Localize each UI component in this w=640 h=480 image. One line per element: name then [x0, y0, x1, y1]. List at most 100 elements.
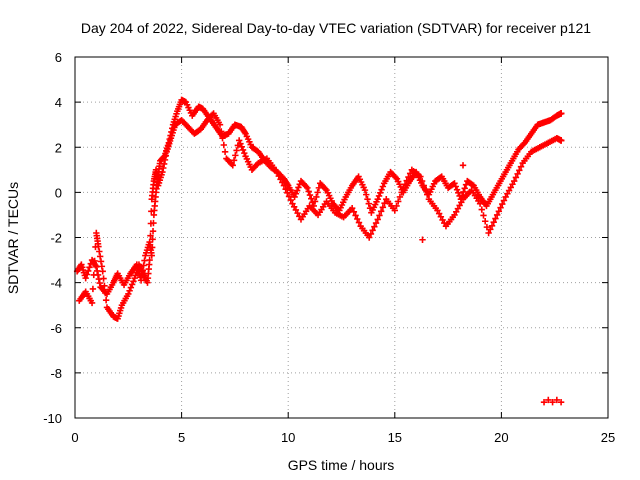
- data-point: [398, 189, 405, 196]
- data-point: [516, 167, 523, 174]
- x-tick-label: 5: [178, 430, 185, 445]
- data-point: [99, 268, 106, 275]
- data-point: [137, 277, 145, 284]
- data-point: [483, 223, 491, 231]
- data-points: [73, 96, 565, 406]
- data-point: [86, 264, 93, 271]
- data-point: [308, 195, 315, 202]
- data-point: [284, 189, 291, 197]
- x-tick-label: 15: [388, 430, 402, 445]
- data-point: [218, 128, 225, 135]
- data-point: [97, 258, 105, 265]
- data-point: [304, 184, 311, 192]
- data-point: [232, 152, 239, 159]
- data-point: [348, 204, 356, 212]
- x-tick-label: 20: [494, 430, 508, 445]
- data-point: [379, 183, 387, 190]
- data-point: [452, 183, 459, 190]
- data-point: [493, 211, 501, 219]
- data-point: [396, 193, 404, 201]
- x-axis-label: GPS time / hours: [288, 457, 395, 473]
- data-point: [291, 193, 298, 201]
- data-point: [96, 248, 103, 255]
- series-2: [419, 162, 565, 406]
- data-point: [311, 198, 319, 205]
- data-point: [512, 174, 520, 181]
- y-tick-label: -8: [50, 366, 62, 381]
- plot-frame: [74, 56, 609, 419]
- data-point: [424, 191, 431, 198]
- data-point: [89, 285, 97, 293]
- data-point: [364, 195, 371, 203]
- data-point: [146, 244, 154, 252]
- data-point: [160, 160, 168, 168]
- data-point: [417, 173, 424, 180]
- data-point: [557, 137, 565, 144]
- data-point: [422, 186, 429, 194]
- data-point: [130, 278, 137, 285]
- data-point: [403, 177, 410, 184]
- data-point: [497, 204, 504, 211]
- data-point: [102, 297, 110, 304]
- data-point: [148, 208, 155, 215]
- data-point: [146, 256, 153, 264]
- data-point: [374, 216, 381, 223]
- data-point: [287, 196, 294, 204]
- data-point: [313, 193, 320, 201]
- data-point: [102, 289, 109, 297]
- data-point: [292, 190, 300, 197]
- data-point: [239, 146, 247, 154]
- x-tick-label: 10: [281, 430, 295, 445]
- data-point: [379, 204, 387, 211]
- data-point: [100, 275, 107, 282]
- data-point: [306, 191, 314, 199]
- data-point: [354, 215, 361, 223]
- data-point: [93, 267, 101, 275]
- data-point: [216, 121, 224, 128]
- data-point: [453, 186, 461, 193]
- chart-title: Day 204 of 2022, Sidereal Day-to-day VTE…: [81, 20, 591, 36]
- data-point: [230, 157, 238, 164]
- axis-ticks: 0 5 10 15 20 25 -10 -8 -6 -4 -2 0 2 4 6: [43, 50, 615, 445]
- data-point: [540, 399, 548, 406]
- data-point: [88, 299, 96, 307]
- data-point: [149, 236, 156, 243]
- data-point: [372, 219, 380, 227]
- data-point: [285, 193, 293, 200]
- data-point: [401, 181, 409, 188]
- data-point: [476, 200, 484, 207]
- data-point: [305, 188, 312, 195]
- data-point: [488, 222, 496, 229]
- data-point: [557, 110, 565, 117]
- data-point: [127, 284, 135, 291]
- y-tick-label: -4: [50, 276, 62, 291]
- y-tick-label: 4: [55, 95, 62, 110]
- data-point: [455, 189, 462, 197]
- data-point: [510, 177, 518, 185]
- y-tick-label: 0: [55, 185, 62, 200]
- data-point: [220, 141, 228, 149]
- data-point: [361, 186, 369, 194]
- data-point: [376, 212, 383, 219]
- data-point: [367, 230, 375, 238]
- data-point: [101, 282, 108, 289]
- data-point: [160, 164, 167, 172]
- data-point: [85, 267, 92, 275]
- data-point: [229, 162, 236, 169]
- y-tick-label: -10: [43, 411, 62, 426]
- data-point: [83, 271, 91, 278]
- data-point: [363, 191, 370, 198]
- data-point: [221, 148, 229, 155]
- x-tick-label: 25: [601, 430, 615, 445]
- data-point: [96, 253, 104, 260]
- data-point: [355, 219, 363, 226]
- data-point: [461, 185, 468, 192]
- data-point: [93, 263, 100, 271]
- y-tick-label: -2: [50, 231, 62, 246]
- data-point: [161, 156, 169, 164]
- data-point: [371, 223, 378, 230]
- y-tick-label: -6: [50, 321, 62, 336]
- data-point: [147, 220, 155, 227]
- data-point: [375, 192, 383, 200]
- series-0: [73, 96, 565, 298]
